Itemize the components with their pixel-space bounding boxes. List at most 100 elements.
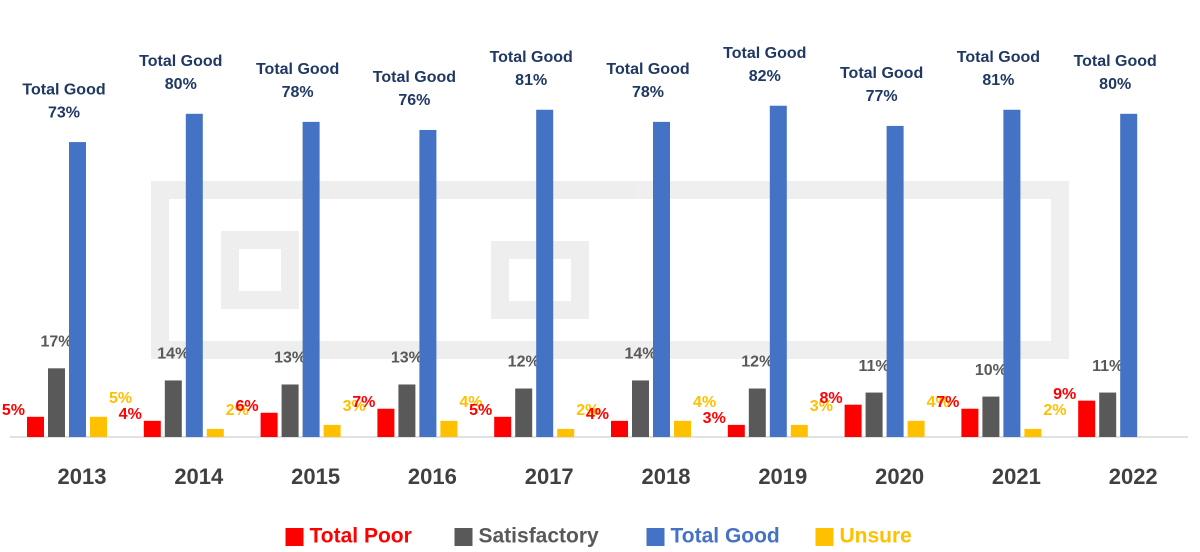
data-label: 7%	[936, 394, 959, 411]
data-label: 8%	[819, 390, 842, 407]
legend-swatch	[647, 528, 665, 546]
bar	[887, 126, 904, 437]
bar	[536, 110, 553, 437]
x-tick-label: 2019	[758, 464, 807, 489]
data-label: 78%	[282, 84, 314, 101]
bar	[611, 421, 628, 437]
data-label: 13%	[274, 350, 306, 367]
x-tick-label: 2015	[291, 464, 340, 489]
data-label: 80%	[165, 76, 197, 93]
bar	[48, 368, 65, 437]
data-label: 17%	[40, 334, 72, 351]
legend-swatch	[286, 528, 304, 546]
data-label: 82%	[749, 68, 781, 85]
bar	[908, 421, 925, 437]
bar	[749, 389, 766, 437]
data-label: 12%	[508, 354, 540, 371]
data-label: 14%	[624, 346, 656, 363]
bar	[27, 417, 44, 437]
legend-label: Satisfactory	[479, 525, 600, 548]
x-tick-label: 2017	[525, 464, 574, 489]
x-tick-label: 2021	[992, 464, 1041, 489]
bar	[515, 389, 532, 437]
bar	[1024, 429, 1041, 437]
data-label: 5%	[109, 390, 132, 407]
bar	[440, 421, 457, 437]
bar	[728, 425, 745, 437]
data-label: 4%	[119, 406, 142, 423]
data-label: 4%	[693, 394, 716, 411]
data-label: 2%	[1043, 402, 1066, 419]
data-label: 10%	[975, 362, 1007, 379]
bar	[165, 380, 182, 437]
data-label-name: Total Good	[840, 65, 923, 82]
data-label-name: Total Good	[256, 61, 339, 78]
data-label-name: Total Good	[957, 49, 1040, 66]
data-label: 4%	[586, 406, 609, 423]
legend-label: Unsure	[840, 525, 912, 548]
data-label: 13%	[391, 350, 423, 367]
x-tick-label: 2013	[58, 464, 107, 489]
data-label: 78%	[632, 84, 664, 101]
bar	[144, 421, 161, 437]
legend-label: Total Good	[671, 525, 780, 548]
bar	[419, 130, 436, 437]
bar	[398, 384, 415, 437]
data-label: 81%	[515, 72, 547, 89]
bar	[69, 142, 86, 437]
bar	[90, 417, 107, 437]
data-label: 7%	[352, 394, 375, 411]
data-label: 73%	[48, 104, 80, 121]
x-tick-label: 2020	[875, 464, 924, 489]
data-label: 5%	[2, 402, 25, 419]
data-label-name: Total Good	[1074, 53, 1157, 70]
data-label-name: Total Good	[139, 53, 222, 70]
data-label-name: Total Good	[490, 49, 573, 66]
data-label: 5%	[469, 402, 492, 419]
bar	[653, 122, 670, 437]
bar	[186, 114, 203, 437]
bar	[1003, 110, 1020, 437]
data-label: 12%	[741, 354, 773, 371]
bar	[494, 417, 511, 437]
x-tick-label: 2018	[642, 464, 691, 489]
bar	[961, 409, 978, 437]
data-label-name: Total Good	[22, 81, 105, 98]
data-label: 6%	[235, 398, 258, 415]
bar	[324, 425, 341, 437]
bar	[282, 384, 299, 437]
bar	[632, 380, 649, 437]
bar	[303, 122, 320, 437]
data-label: 14%	[157, 346, 189, 363]
bar	[557, 429, 574, 437]
legend-label: Total Poor	[310, 525, 412, 548]
data-label: 76%	[398, 92, 430, 109]
data-label: 77%	[866, 88, 898, 105]
data-label: 80%	[1099, 76, 1131, 93]
bar	[1120, 114, 1137, 437]
bar	[1078, 401, 1095, 437]
data-label-name: Total Good	[606, 61, 689, 78]
bar	[674, 421, 691, 437]
bar	[1099, 393, 1116, 437]
data-label: 11%	[1092, 358, 1123, 375]
x-tick-label: 2014	[174, 464, 224, 489]
x-tick-label: 2016	[408, 464, 457, 489]
bar	[845, 405, 862, 437]
legend-swatch	[455, 528, 473, 546]
data-label: 81%	[982, 72, 1014, 89]
watermark	[160, 190, 1060, 350]
x-tick-label: 2022	[1109, 464, 1158, 489]
bar	[770, 106, 787, 437]
chart: 2013 5% 17% Total Good 73% 5% 2014 4% 14% Total G…	[0, 0, 1200, 552]
data-label: 3%	[703, 410, 726, 427]
bar	[261, 413, 278, 437]
bar	[866, 393, 883, 437]
data-label: 11%	[859, 358, 890, 375]
legend-swatch	[816, 528, 834, 546]
bar	[791, 425, 808, 437]
bar	[377, 409, 394, 437]
bar	[207, 429, 224, 437]
data-label: 9%	[1053, 386, 1076, 403]
data-label-name: Total Good	[723, 45, 806, 62]
